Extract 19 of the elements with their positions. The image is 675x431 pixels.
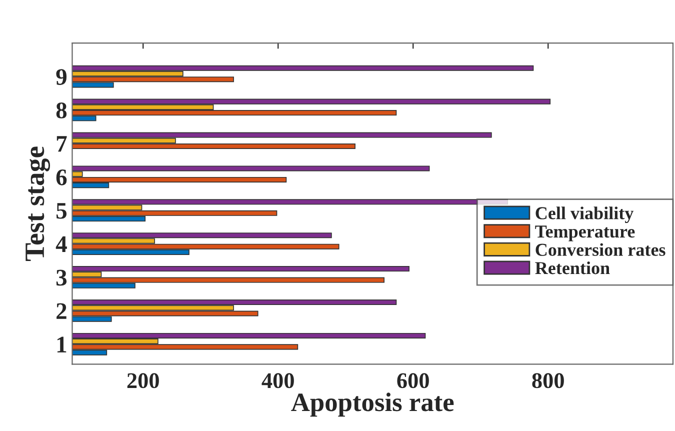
x-tick-label: 200 <box>127 373 159 388</box>
y-tick-label: 3 <box>56 270 67 286</box>
y-tick-label: 2 <box>56 303 66 319</box>
y-tick-label: 1 <box>57 336 66 352</box>
y-tick-label: 4 <box>56 236 67 252</box>
x-axis-title: Apoptosis rate <box>291 392 454 417</box>
legend-label: Retention <box>535 262 610 274</box>
y-tick-label: 6 <box>56 169 67 186</box>
y-tick-label: 5 <box>56 203 66 219</box>
x-tick-label: 800 <box>532 373 564 388</box>
y-tick-label: 9 <box>56 69 67 85</box>
y-tick-label: 8 <box>56 102 67 118</box>
legend-label: Cell viability <box>536 206 634 224</box>
x-tick-label: 600 <box>397 373 429 388</box>
legend-label: Conversion rates <box>536 243 666 256</box>
y-tick-label: 7 <box>56 136 67 152</box>
x-tick-label: 400 <box>262 373 294 388</box>
y-axis-title: Test stage <box>26 146 50 261</box>
legend-label: Temperature <box>535 226 635 242</box>
